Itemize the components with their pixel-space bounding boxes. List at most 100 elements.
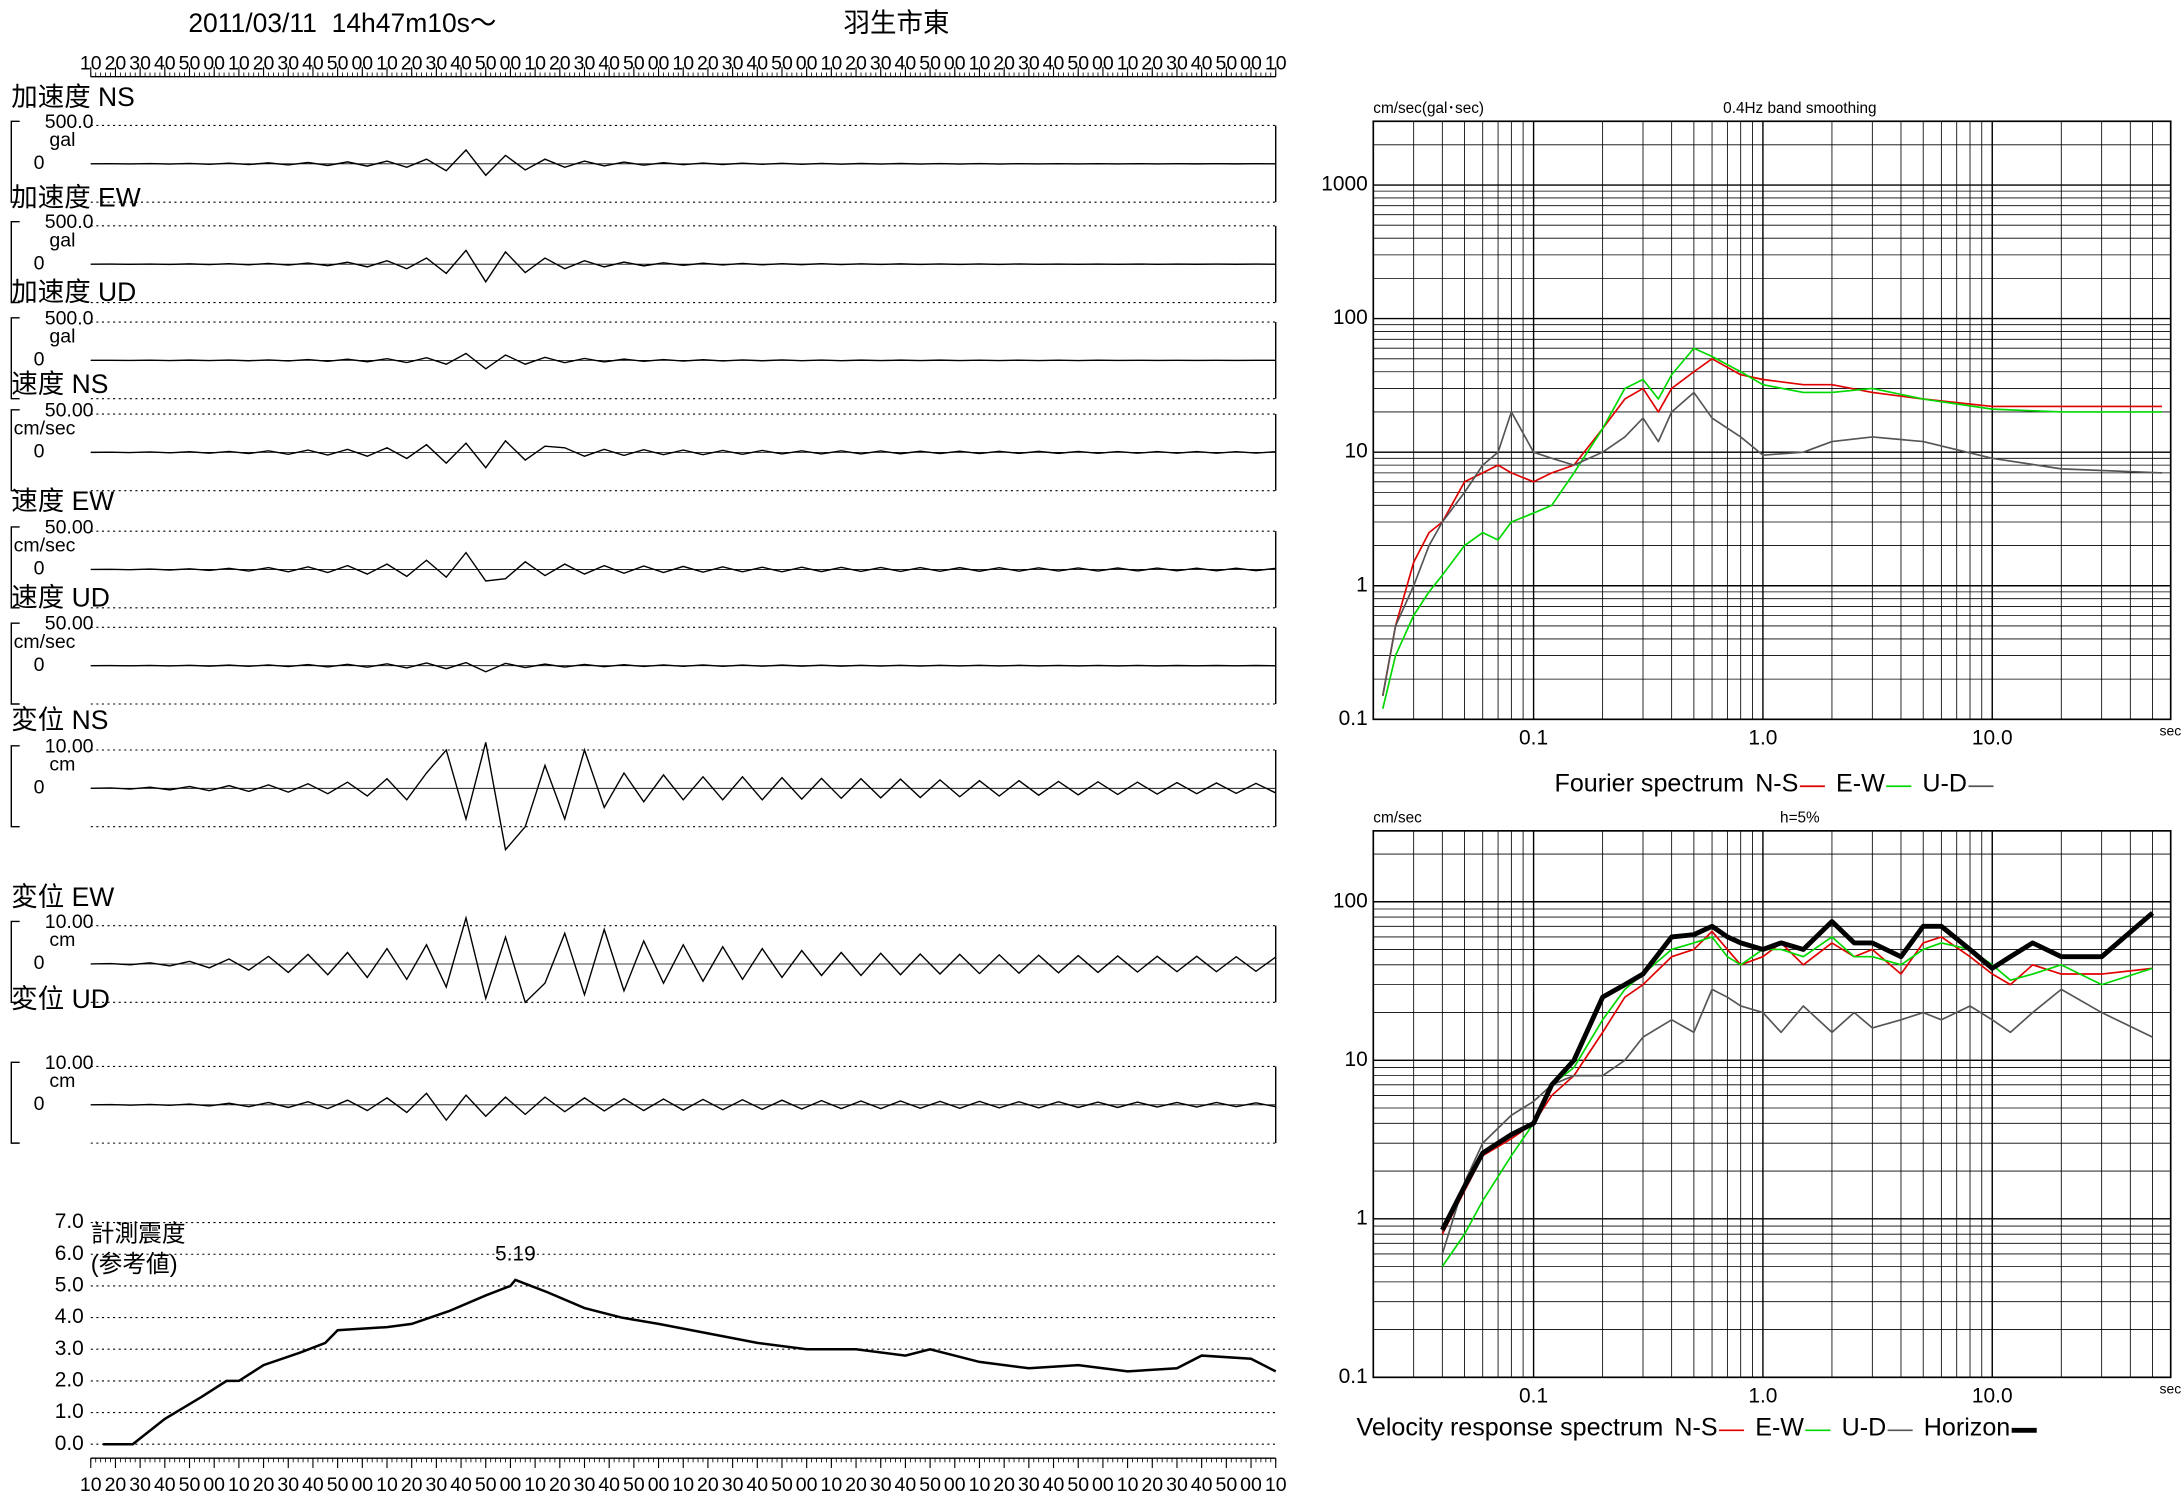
bracket [10, 317, 20, 400]
spectrum-line [1440, 911, 2155, 1232]
time-tick-label: 20 [549, 1474, 571, 1496]
intensity-line [103, 1278, 1277, 1446]
y-tick-label: 10.00 [45, 911, 94, 933]
time-tick-label: 30 [277, 52, 299, 74]
time-tick-label: 10 [1117, 1474, 1139, 1496]
time-tick-label: 20 [993, 1474, 1015, 1496]
time-tick-label: 30 [870, 1474, 892, 1496]
y-tick-label: 3.0 [55, 1337, 84, 1360]
legend-title: Velocity response spectrum [1357, 1414, 1664, 1442]
waveform [90, 1092, 1276, 1122]
time-tick-label: 00 [1240, 52, 1262, 74]
y-tick-label: 500.0 [45, 111, 94, 133]
plot-frame [1372, 120, 2172, 721]
peak-label: 5.19 [495, 1242, 536, 1265]
time-tick-label: 50 [919, 1474, 941, 1496]
time-tick-label: 00 [203, 52, 225, 74]
waveform [90, 148, 1276, 177]
time-tick-label: 40 [746, 52, 768, 74]
y-tick-label: 0.1 [1339, 707, 1368, 730]
time-tick-label: 00 [944, 1474, 966, 1496]
time-tick-label: 20 [1141, 1474, 1163, 1496]
bracket [10, 745, 20, 828]
x-tick-label: 10.0 [1972, 1384, 2013, 1407]
chart-title: h=5% [1780, 809, 1820, 826]
chart-title: 0.4Hz band smoothing [1723, 100, 1876, 117]
unit-label: cm/sec [14, 631, 76, 653]
time-tick-label: 30 [129, 52, 151, 74]
time-tick-label: 40 [450, 1474, 472, 1496]
time-tick-label: 00 [203, 1474, 225, 1496]
time-tick-label: 50 [919, 52, 941, 74]
time-tick-label: 10 [1265, 1474, 1287, 1496]
time-tick-label: 10 [80, 52, 102, 74]
unit-label: cm [49, 1070, 75, 1092]
time-tick-label: 00 [1092, 52, 1114, 74]
time-tick-label: 30 [277, 1474, 299, 1496]
unit-label: gal [49, 229, 75, 251]
time-tick-label: 20 [105, 52, 127, 74]
spectrum-line [1441, 930, 2153, 1235]
waveform [90, 249, 1276, 284]
time-tick-label: 00 [500, 1474, 522, 1496]
time-tick-label: 50 [1215, 1474, 1237, 1496]
time-tick-label: 20 [253, 1474, 275, 1496]
time-tick-label: 40 [598, 52, 620, 74]
y-tick-label: 2.0 [55, 1368, 84, 1391]
time-tick-label: 00 [351, 52, 373, 74]
time-tick-label: 10 [524, 1474, 546, 1496]
y-axis-label: cm/sec [1373, 809, 1422, 826]
waveform [90, 915, 1277, 1004]
bracket [10, 622, 20, 705]
y-tick-label: 7.0 [55, 1210, 84, 1233]
time-tick-label: 30 [722, 52, 744, 74]
panel-label: 加速度 UD [11, 277, 136, 307]
time-tick-label: 10 [228, 52, 250, 74]
time-tick-label: 10 [80, 1474, 102, 1496]
time-tick-label: 40 [154, 52, 176, 74]
panel-label: 変位 NS [11, 705, 108, 735]
time-tick-label: 20 [1141, 52, 1163, 74]
time-tick-label: 40 [302, 1474, 324, 1496]
y-tick-label: 10.00 [45, 735, 94, 757]
legend-label: U-D [1842, 1414, 1887, 1442]
legend-label: E-W [1755, 1414, 1804, 1442]
time-tick-label: 20 [993, 52, 1015, 74]
time-tick-label: 30 [1018, 1474, 1040, 1496]
unit-label: cm/sec [14, 418, 76, 440]
unit-label: cm [49, 753, 75, 775]
bracket [10, 120, 20, 203]
y-tick-label: 1.0 [55, 1400, 84, 1423]
time-tick-label: 10 [1265, 52, 1287, 74]
time-tick-label: 20 [697, 52, 719, 74]
legend-label: Horizon [1924, 1414, 2010, 1442]
time-tick-label: 50 [1067, 52, 1089, 74]
unit-label: cm [49, 929, 75, 951]
time-tick-label: 40 [1043, 52, 1065, 74]
time-tick-label: 10 [376, 52, 398, 74]
y-axis-label: cm/sec(gal･sec) [1373, 100, 1484, 117]
time-tick-label: 20 [401, 52, 423, 74]
x-tick-label: 1.0 [1748, 726, 1777, 749]
intensity-title: 計測震度 [91, 1220, 186, 1247]
time-tick-label: 50 [623, 52, 645, 74]
legend-label: N-S [1674, 1414, 1717, 1442]
time-tick-label: 10 [524, 52, 546, 74]
x-axis-label: sec [2160, 723, 2182, 739]
time-tick-label: 50 [179, 1474, 201, 1496]
time-tick-label: 40 [1191, 52, 1213, 74]
time-tick-label: 30 [1018, 52, 1040, 74]
time-tick-label: 00 [648, 1474, 670, 1496]
legend-label: U-D [1922, 769, 1967, 797]
header-station: 羽生市東 [844, 8, 950, 38]
time-tick-label: 50 [1215, 52, 1237, 74]
time-tick-label: 30 [426, 52, 448, 74]
time-tick-label: 10 [969, 52, 991, 74]
time-tick-label: 20 [697, 1474, 719, 1496]
y-tick-label: 50.00 [45, 613, 94, 635]
time-tick-label: 30 [574, 52, 596, 74]
time-tick-label: 50 [623, 1474, 645, 1496]
bracket [10, 526, 20, 609]
